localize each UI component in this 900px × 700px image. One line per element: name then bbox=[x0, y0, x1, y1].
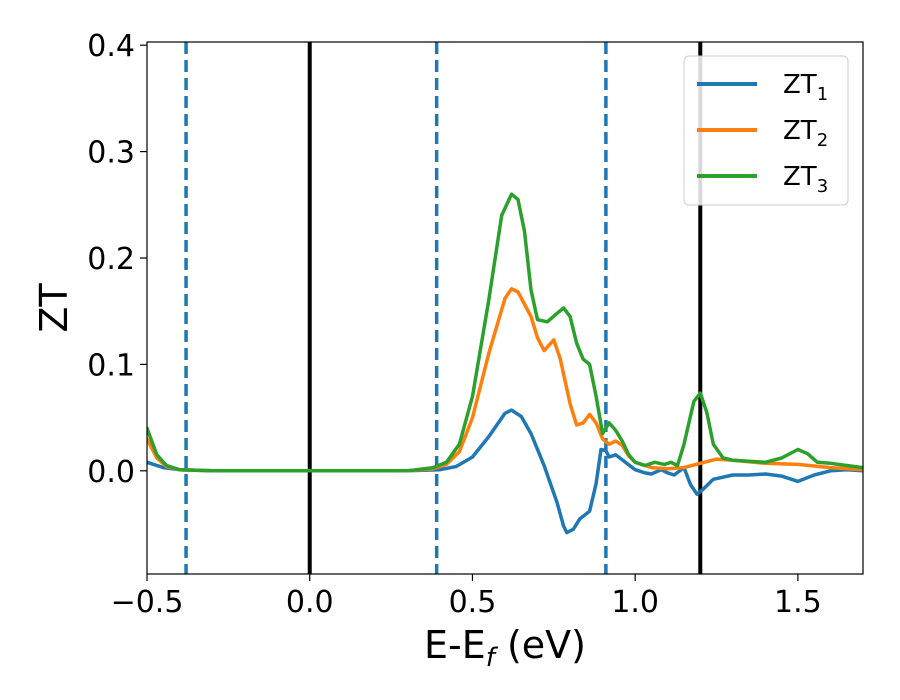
y-tick-label: 0.1 bbox=[87, 348, 135, 383]
legend-box bbox=[683, 55, 849, 206]
y-tick-label: 0.2 bbox=[87, 242, 135, 277]
x-tick-label: 1.5 bbox=[774, 585, 822, 620]
legend-label-zt2: ZT2 bbox=[783, 116, 828, 151]
y-axis-title: ZT bbox=[32, 283, 76, 333]
legend-label-zt1: ZT1 bbox=[783, 70, 828, 105]
y-tick-label: 0.0 bbox=[87, 455, 135, 490]
y-tick-label: 0.3 bbox=[87, 136, 135, 171]
y-axis: 0.0 0.1 0.2 0.3 0.4 bbox=[87, 29, 147, 490]
plot-frame bbox=[146, 41, 864, 575]
legend-label-zt3: ZT3 bbox=[783, 162, 828, 197]
series-lines bbox=[147, 192, 863, 535]
series-line-zt1 bbox=[147, 408, 863, 535]
x-axis-title: E-Ef (eV) bbox=[424, 623, 586, 673]
y-tick-label: 0.4 bbox=[87, 29, 135, 64]
legend: ZT1 ZT2 ZT3 bbox=[683, 55, 849, 206]
x-axis: −0.5 0.0 0.5 1.0 1.5 bbox=[111, 574, 822, 620]
x-tick-label: 1.0 bbox=[611, 585, 659, 620]
series-line-zt3 bbox=[147, 192, 863, 473]
x-tick-label: 0.0 bbox=[286, 585, 334, 620]
x-tick-label: 0.5 bbox=[449, 585, 497, 620]
x-tick-label: −0.5 bbox=[111, 585, 184, 620]
